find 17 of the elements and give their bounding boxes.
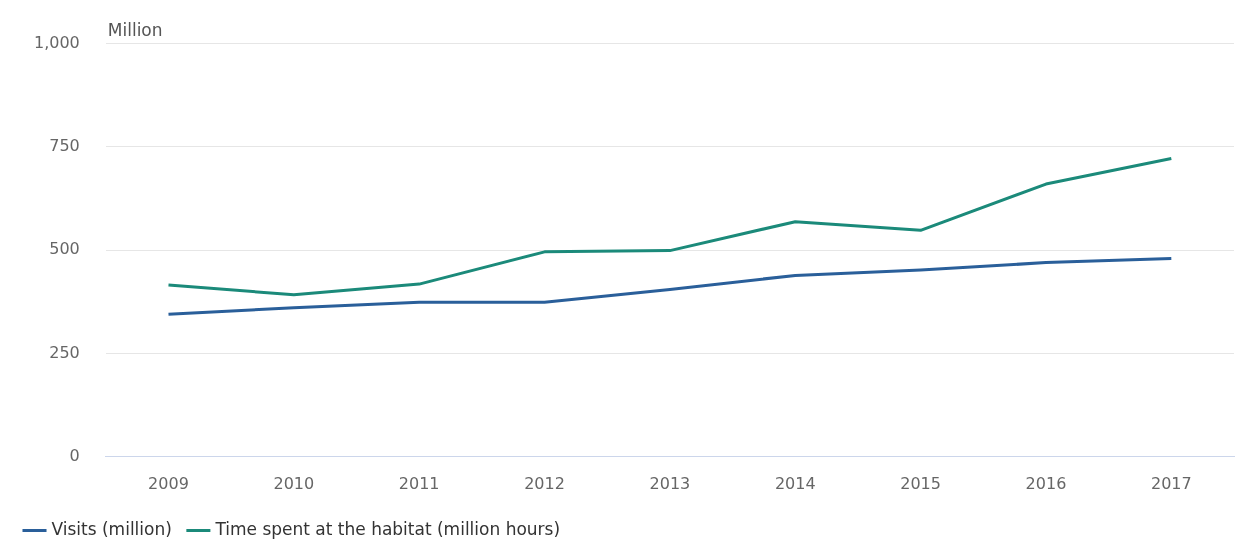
x-tick-label: 2011 [398,473,440,493]
x-tick-label: 2017 [1150,473,1192,493]
x-tick-label: 2009 [148,473,189,493]
y-axis-title: Million [107,19,163,40]
x-tick-label: 2015 [900,473,941,493]
legend-label: Time spent at the habitat (million hours) [214,518,561,539]
x-tick-label: 2012 [524,473,565,493]
x-tick-label: 2010 [273,473,315,493]
x-tick-label: 2014 [774,473,816,493]
y-tick-label: 750 [49,136,80,156]
x-tick-label: 2016 [1025,473,1067,493]
y-tick-label: 1,000 [33,32,80,52]
x-tick-label: 2013 [649,473,691,493]
y-tick-label: 500 [49,239,80,259]
y-tick-label: 0 [69,445,80,465]
y-tick-label: 250 [49,342,80,362]
legend-label: Visits (million) [51,518,172,539]
